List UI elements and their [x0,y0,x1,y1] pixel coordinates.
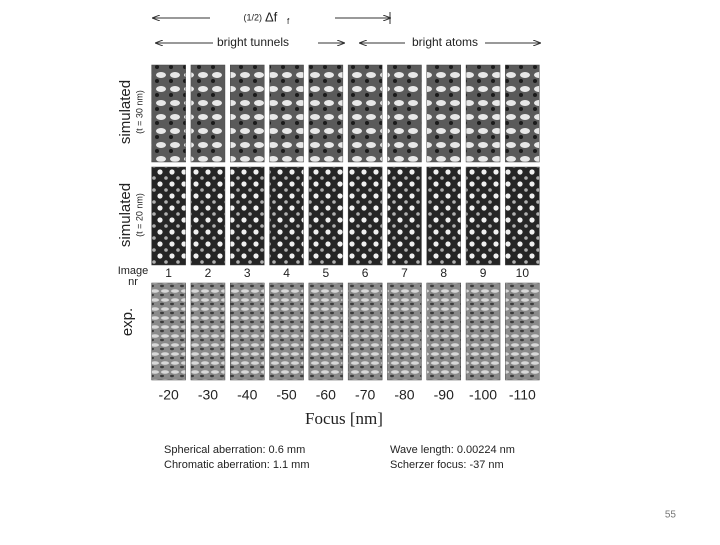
image-number: 8 [440,266,447,280]
image-tile [505,166,540,266]
image-tile [465,166,501,266]
image-tile [190,64,226,163]
defocus-subscript: f [287,17,290,26]
focus-value: -60 [316,387,336,403]
image-tile [347,64,383,163]
image-tile [505,282,540,381]
image-tile [269,282,304,381]
image-tile [426,166,461,266]
image-tile [387,64,422,163]
row-sublabel: (t = 30 nm) [134,90,144,134]
focus-value: -50 [276,387,296,403]
focus-value: -80 [394,387,414,403]
range-label: bright tunnels [217,35,289,49]
focus-value: -70 [355,387,375,403]
image-tile [308,166,344,266]
focus-value: -40 [237,387,257,403]
image-tile [347,282,383,381]
image-tile [151,166,186,266]
image-number: 5 [323,266,330,280]
row-label: simulated [117,183,134,247]
image-number: 1 [165,266,172,280]
parameter: Scherzer focus: -37 nm [390,459,504,471]
image-tile [230,282,265,381]
row-label: simulated [117,80,134,144]
image-tile [308,282,344,381]
image-number: 10 [516,266,530,280]
range-label: bright atoms [412,35,478,49]
image-tile [230,64,265,163]
focus-value: -90 [434,387,454,403]
image-nr-label: nr [128,276,138,288]
parameter: Wave length: 0.00224 nm [390,444,515,456]
image-tile [269,64,304,163]
image-number: 2 [205,266,212,280]
image-number: 7 [401,266,408,280]
image-tile [387,282,422,381]
row-sublabel: (t = 20 nm) [134,193,144,237]
image-grid: 1 2 3 4 5 6 7 8 9 10 -20 -30 -40 -50 -60 -70 -80 -90 -100-… [151,64,540,403]
image-tile [387,166,422,266]
parameter: Spherical aberration: 0.6 mm [164,444,305,456]
image-number: 4 [283,266,290,280]
focus-value: -30 [198,387,218,403]
image-tile [426,282,461,381]
image-tile [465,282,501,381]
parameter: Chromatic aberration: 1.1 mm [164,459,310,471]
image-tile [151,282,186,381]
image-tile [269,166,304,266]
image-tile [308,64,344,163]
defocus-symbol: Δf [265,9,278,24]
slide-number: 55 [665,510,677,521]
row-label: exp. [119,308,136,336]
image-number: 9 [480,266,487,280]
image-tile [465,64,501,163]
focus-value: -110 [509,387,536,403]
image-tile [190,282,226,381]
focus-value: -100 [469,387,497,403]
image-tile [190,166,226,266]
image-tile [426,64,461,163]
image-number: 3 [244,266,251,280]
image-number: 6 [362,266,369,280]
defocus-prefix: (1/2) [243,12,262,22]
focus-axis-label: Focus [nm] [305,409,383,428]
image-tile [505,64,540,163]
image-tile [347,166,383,266]
image-tile [230,166,265,266]
focus-value: -20 [159,387,179,403]
image-tile [151,64,186,163]
image-nr-label: Image [118,265,149,277]
